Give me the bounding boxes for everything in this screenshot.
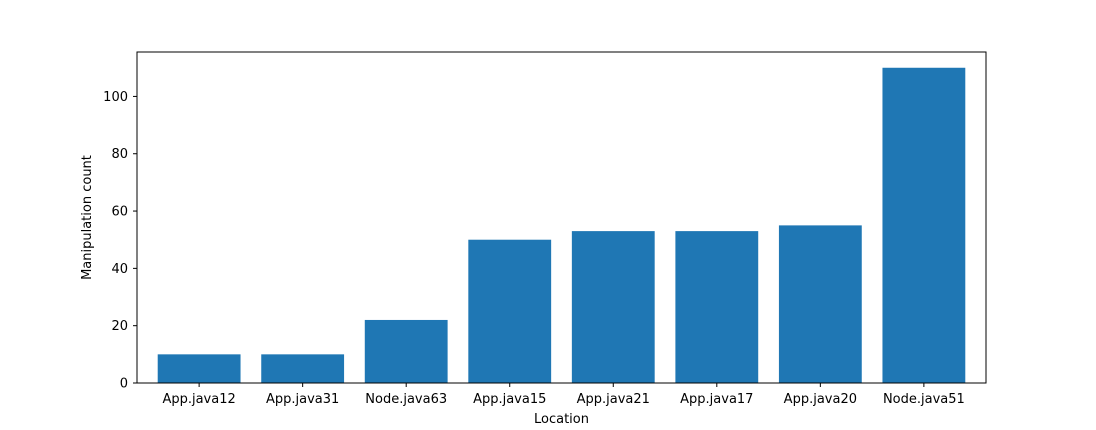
bar-app-java15 bbox=[468, 239, 552, 383]
bar-node-java51 bbox=[882, 67, 966, 383]
x-tick-label: Node.java51 bbox=[883, 392, 965, 407]
y-tick-label: 40 bbox=[111, 262, 128, 277]
bar-app-java31 bbox=[261, 354, 345, 383]
x-tick-label: App.java20 bbox=[784, 392, 857, 407]
x-tick-label: Node.java63 bbox=[365, 392, 447, 407]
y-axis-label: Manipulation count bbox=[80, 155, 95, 280]
x-tick-label: App.java12 bbox=[162, 392, 235, 407]
y-tick-label: 20 bbox=[111, 319, 128, 334]
x-axis-ticks: App.java12 App.java31 Node.java63 App.java1… bbox=[162, 383, 965, 407]
bar-app-java20 bbox=[778, 225, 862, 383]
y-tick-label: 80 bbox=[111, 147, 128, 162]
y-tick-label: 100 bbox=[103, 90, 128, 105]
y-tick-label: 0 bbox=[120, 377, 128, 392]
bar-app-java17 bbox=[675, 231, 759, 383]
bar-node-java63 bbox=[364, 319, 448, 383]
x-tick-label: App.java15 bbox=[473, 392, 546, 407]
x-tick-label: App.java21 bbox=[577, 392, 650, 407]
x-tick-label: App.java17 bbox=[680, 392, 753, 407]
x-tick-label: App.java31 bbox=[266, 392, 339, 407]
bar-app-java12 bbox=[157, 354, 241, 383]
bars-group bbox=[157, 67, 966, 383]
y-tick-label: 60 bbox=[111, 205, 128, 220]
plot-frame bbox=[136, 51, 987, 384]
bar-app-java21 bbox=[571, 231, 655, 383]
y-axis-ticks: 0 20 40 60 80 100 bbox=[103, 90, 137, 392]
x-axis-label: Location bbox=[534, 412, 589, 427]
